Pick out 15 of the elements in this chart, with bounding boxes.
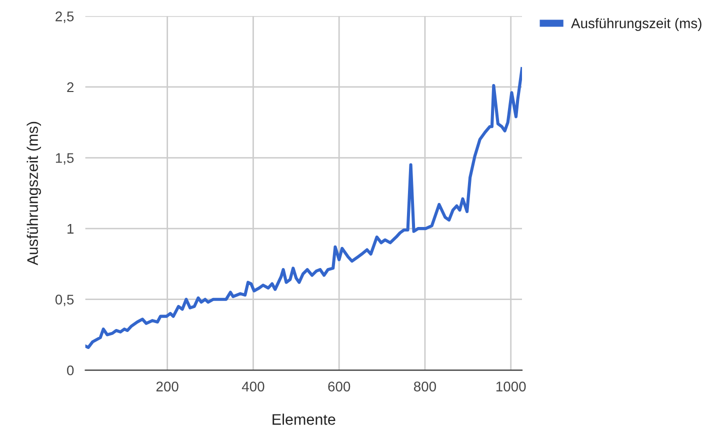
x-axis-title: Elemente <box>272 414 336 425</box>
y-tick-label: 2,5 <box>56 12 74 23</box>
legend-label: Ausführungszeit (ms) <box>571 18 702 31</box>
x-tick-label: 800 <box>414 382 436 392</box>
x-tick-label: 400 <box>242 382 264 392</box>
x-tick-label: 200 <box>156 382 178 392</box>
x-tick-label: 600 <box>328 382 350 392</box>
line-series <box>85 67 522 350</box>
y-tick-label: 1,5 <box>56 153 74 165</box>
y-tick-label: 0,5 <box>55 294 74 306</box>
y-tick-label: 1 <box>68 224 74 234</box>
y-tick-label: 2 <box>67 82 74 92</box>
y-axis-title: Ausführungszeit (ms) <box>26 122 42 266</box>
y-tick-label: 0 <box>67 365 74 376</box>
x-tick-label: 1000 <box>496 382 526 392</box>
